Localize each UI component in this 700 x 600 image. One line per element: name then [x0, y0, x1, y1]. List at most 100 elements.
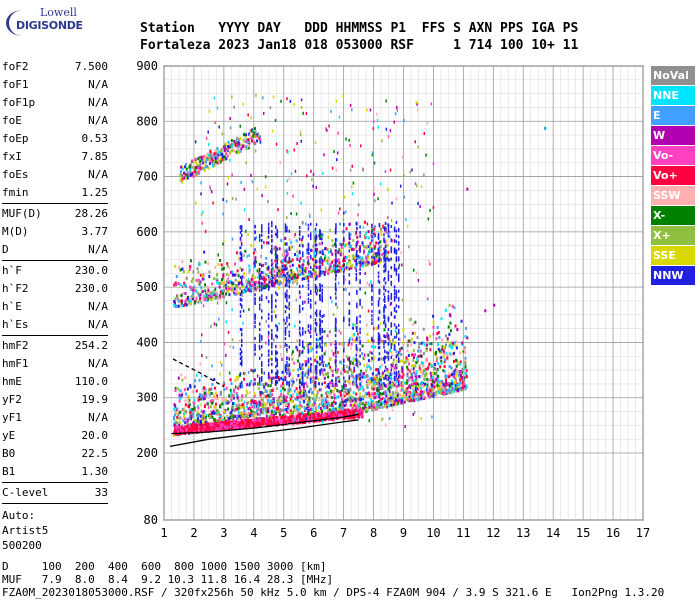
echo-dot — [207, 153, 210, 157]
echo-dot — [237, 423, 240, 427]
echo-dot — [219, 392, 222, 396]
echo-dot — [407, 390, 410, 394]
echo-dot — [386, 244, 389, 248]
echo-dot — [325, 343, 328, 347]
echo-dot — [392, 392, 395, 396]
echo-dot — [389, 348, 392, 352]
echo-dot — [288, 421, 291, 425]
echo-dot — [394, 391, 397, 395]
echo-dot — [183, 176, 186, 180]
param-row: B1 1.30 — [2, 463, 108, 481]
echo-dot — [367, 402, 370, 406]
echo-dot — [244, 136, 247, 140]
y-tick-label: 700 — [136, 170, 158, 184]
echo-dot — [384, 405, 387, 409]
echo-dot — [198, 158, 201, 162]
echo-dot — [335, 265, 338, 269]
echo-dot — [417, 393, 420, 397]
echo-dot — [217, 159, 220, 163]
echo-dot — [457, 388, 460, 392]
echo-dot — [273, 418, 276, 422]
echo-dot — [315, 395, 318, 399]
param-value: 1.25 — [81, 186, 109, 199]
echo-dot — [311, 257, 314, 261]
echo-dot — [368, 393, 371, 397]
echo-dot — [459, 373, 462, 377]
echo-dot — [324, 392, 327, 396]
echo-dot — [255, 281, 258, 285]
echo-dot — [260, 391, 263, 395]
param-row: hmF2 254.2 — [2, 337, 108, 355]
echo-dot — [226, 425, 229, 429]
echo-dot — [287, 276, 290, 280]
echo-dot — [308, 396, 311, 400]
echo-dot — [347, 266, 350, 270]
echo-dot — [344, 383, 347, 387]
param-row: foEs N/A — [2, 166, 108, 184]
echo-dot — [190, 414, 193, 418]
echo-dot — [459, 386, 462, 390]
echo-dot — [315, 393, 318, 397]
echo-dot — [445, 343, 448, 347]
echo-dot — [195, 426, 198, 430]
echo-dot — [203, 405, 206, 409]
echo-dot — [367, 383, 370, 387]
echo-dot — [460, 376, 463, 380]
echo-dot — [395, 389, 398, 393]
echo-dot — [270, 402, 273, 406]
echo-dot — [327, 362, 330, 366]
echo-dot — [340, 267, 343, 271]
echo-dot — [265, 414, 268, 418]
echo-dot — [178, 399, 181, 403]
param-key: yF2 — [2, 393, 22, 406]
echo-dot — [326, 399, 329, 403]
echo-dot — [355, 264, 358, 268]
echo-dot — [338, 378, 341, 382]
echo-dot — [368, 403, 371, 407]
echo-dot — [255, 421, 258, 425]
echo-dot — [231, 427, 234, 431]
x-tick-label: 4 — [250, 526, 257, 540]
echo-dot — [430, 364, 433, 368]
echo-dot — [381, 401, 384, 405]
echo-dot — [328, 411, 331, 415]
echo-dot — [235, 375, 238, 379]
echo-dot — [220, 149, 223, 153]
param-row: h`F 230.0 — [2, 262, 108, 280]
echo-dot — [327, 375, 330, 379]
echo-dot — [393, 369, 396, 373]
echo-dot — [189, 265, 192, 269]
echo-dot — [179, 389, 182, 393]
echo-dot — [174, 413, 177, 417]
echo-dot — [343, 387, 346, 391]
echo-dot — [327, 413, 330, 417]
echo-dot — [186, 419, 189, 423]
echo-dot — [296, 419, 299, 423]
echo-dot — [178, 304, 181, 308]
echo-dot — [384, 398, 387, 402]
echo-dot — [195, 278, 198, 282]
echo-dot — [173, 430, 176, 434]
echo-dot — [332, 266, 335, 270]
echo-dot — [448, 381, 451, 385]
echo-dot — [223, 428, 226, 432]
echo-dot — [293, 361, 296, 365]
echo-dot — [459, 360, 462, 364]
echo-dot — [270, 274, 273, 278]
echo-dot — [440, 379, 443, 383]
echo-dot — [251, 405, 254, 409]
echo-dot — [352, 239, 355, 243]
echo-dot — [309, 331, 312, 335]
echo-dot — [183, 414, 186, 418]
echo-dot — [371, 228, 374, 232]
echo-dot — [427, 366, 430, 370]
echo-dot — [270, 401, 273, 405]
echo-dot — [250, 277, 253, 281]
echo-dot — [235, 407, 238, 411]
echo-dot — [353, 382, 356, 386]
echo-dot — [290, 240, 293, 244]
echo-dot — [426, 377, 429, 381]
echo-dot — [405, 356, 408, 360]
echo-dot — [413, 369, 416, 373]
echo-dot — [208, 427, 211, 431]
